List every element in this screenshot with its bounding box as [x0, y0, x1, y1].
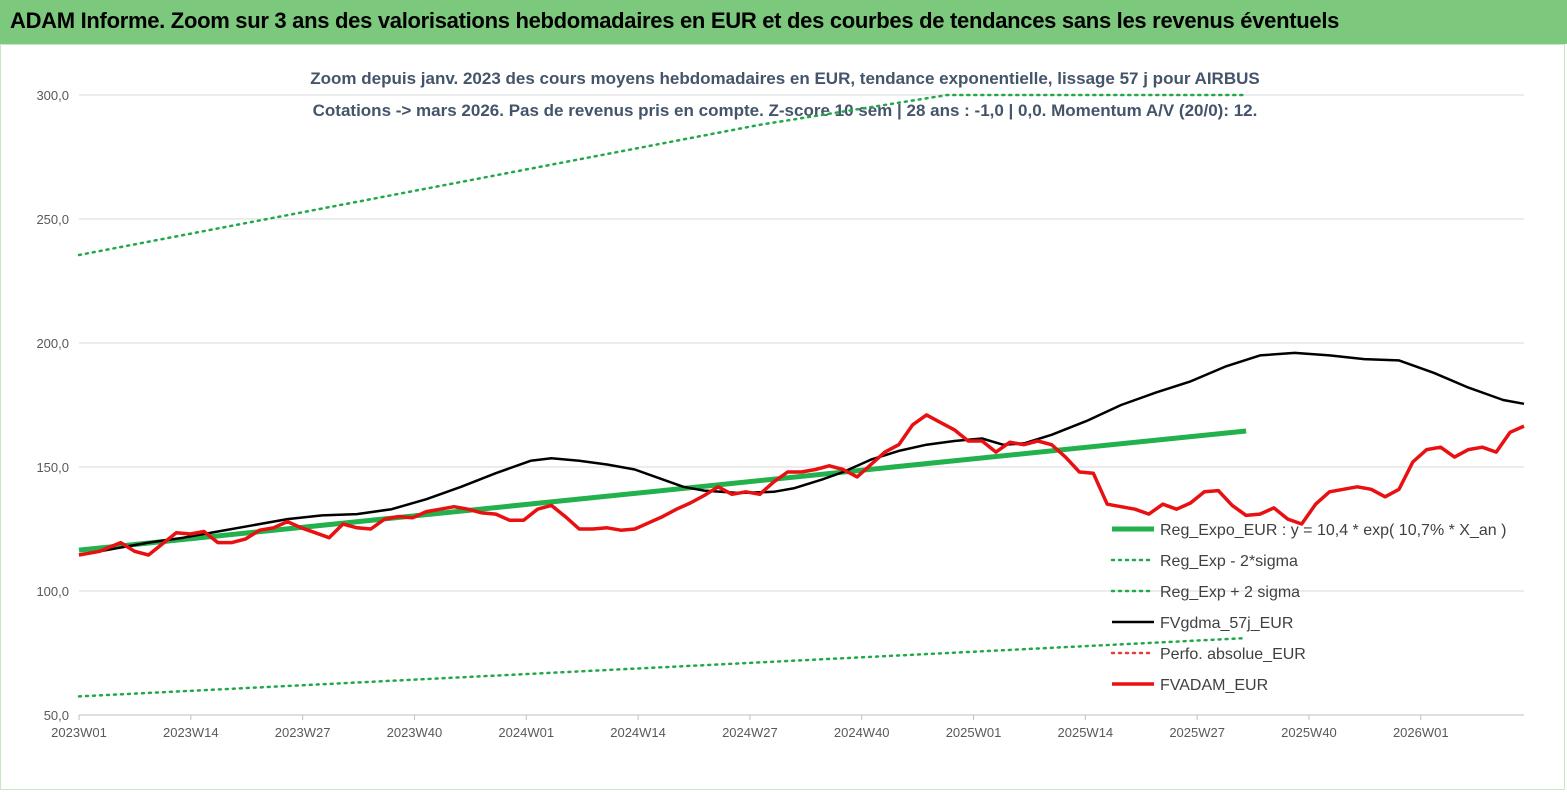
- legend-label-3: Reg_Exp + 2 sigma: [1160, 584, 1300, 601]
- x-tick-label: 2026W01: [1393, 725, 1449, 740]
- series-group: [77, 93, 1525, 698]
- legend-label-1: Reg_Expo_EUR : y = 10,4 * exp( 10,7% * X…: [1160, 522, 1506, 539]
- y-tick-label: 100,0: [36, 584, 69, 599]
- x-tick-label: 2023W27: [275, 725, 331, 740]
- legend-label-2: Reg_Exp - 2*sigma: [1160, 553, 1298, 570]
- y-tick-label: 150,0: [36, 460, 69, 475]
- x-tick-label: 2025W14: [1058, 725, 1114, 740]
- legend: Reg_Expo_EUR : y = 10,4 * exp( 10,7% * X…: [1110, 522, 1506, 694]
- x-tick-label: 2025W01: [946, 725, 1002, 740]
- series-line-1: [78, 428, 1247, 553]
- legend-label-6: FVADAM_EUR: [1160, 677, 1268, 694]
- chart-title: Zoom depuis janv. 2023 des cours moyens …: [310, 69, 1259, 88]
- gridlines: [79, 94, 1524, 716]
- x-tick-label: 2024W27: [722, 725, 778, 740]
- x-axis: 2023W01 2023W14 2023W27 2023W40 2024W01 2024W…: [51, 714, 1524, 740]
- x-tick-label: 2023W14: [163, 725, 219, 740]
- report-title: ADAM Informe. Zoom sur 3 ans des valoris…: [10, 8, 1340, 33]
- y-tick-label: 50,0: [44, 708, 69, 723]
- y-axis: 50,0 100,0 150,0 200,0 250,0 300,0: [36, 88, 69, 723]
- legend-label-5: Perfo. absolue_EUR: [1160, 646, 1306, 663]
- series-line-4: [78, 351, 1525, 557]
- x-tick-label: 2024W14: [610, 725, 666, 740]
- y-tick-label: 300,0: [36, 88, 69, 103]
- x-tick-label: 2024W01: [498, 725, 554, 740]
- chart-frame: [0, 44, 1565, 790]
- y-tick-label: 250,0: [36, 212, 69, 227]
- x-tick-label: 2023W01: [51, 725, 107, 740]
- x-tick-label: 2025W27: [1169, 725, 1225, 740]
- series-line-2: [77, 636, 1248, 698]
- y-tick-label: 200,0: [36, 336, 69, 351]
- x-tick-label: 2025W40: [1281, 725, 1337, 740]
- chart-area: Zoom depuis janv. 2023 des cours moyens …: [36, 69, 1525, 740]
- x-tick-label: 2023W40: [387, 725, 443, 740]
- x-tick-label: 2024W40: [834, 725, 890, 740]
- series-line-6: [78, 413, 1525, 557]
- header-banner: ADAM Informe. Zoom sur 3 ans des valoris…: [0, 0, 1567, 44]
- chart-subtitle: Cotations -> mars 2026. Pas de revenus p…: [313, 101, 1258, 120]
- legend-label-4: FVgdma_57j_EUR: [1160, 615, 1293, 632]
